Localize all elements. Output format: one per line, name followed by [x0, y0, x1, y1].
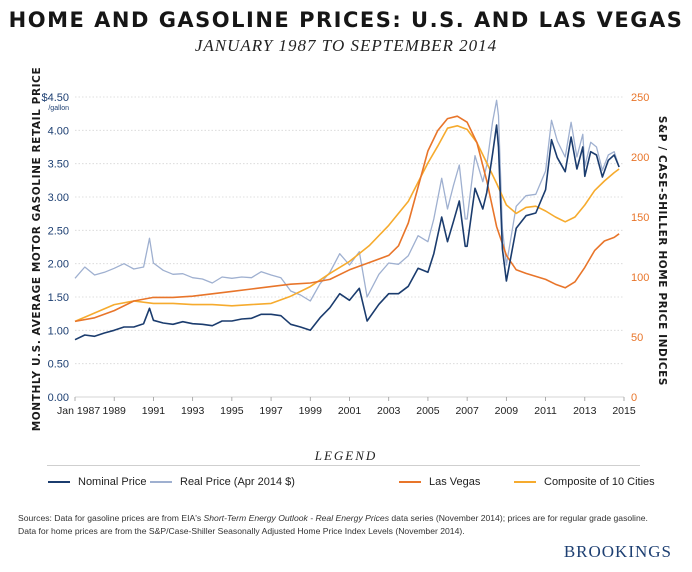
- y-tick-left-label: 1.50: [48, 292, 69, 304]
- legend-divider: [47, 465, 640, 466]
- page-title: HOME AND GASOLINE PRICES: U.S. AND LAS V…: [8, 8, 684, 32]
- series-line-real-price: [74, 99, 620, 302]
- x-tick-label: 2013: [573, 405, 597, 417]
- x-tick-label: 1991: [142, 405, 166, 417]
- chart-axes: 0.00 0.50 1.00 1.50 2.00 2.50 3.00 3.50 4.00 $4.5…: [31, 67, 668, 432]
- x-tick-label: 2003: [377, 405, 401, 417]
- x-tick-label: 2009: [495, 405, 519, 417]
- y-tick-right-label: 250: [631, 92, 649, 104]
- y-tick-left-label: 0.50: [48, 359, 69, 371]
- y-tick-right-label: 0: [631, 392, 637, 404]
- x-tick-label: Jan 1987: [57, 405, 100, 417]
- y-axis-title-left: MONTHLY U.S. AVERAGE MOTOR GASOLINE RETA…: [31, 67, 43, 432]
- x-tick-label: 1993: [181, 405, 205, 417]
- legend-item-real: Real Price (Apr 2014 $): [150, 473, 295, 491]
- x-tick-label: 1997: [259, 405, 283, 417]
- y-tick-left-label: 0.00: [48, 392, 69, 404]
- y-tick-left-label: 2.00: [48, 259, 69, 271]
- y-tick-left-label: 3.50: [48, 159, 69, 171]
- legend-item-las-vegas: Las Vegas: [399, 473, 480, 491]
- y-tick-left-label: 3.00: [48, 192, 69, 204]
- y-tick-left-label: 4.00: [48, 125, 69, 137]
- chart-series: [74, 99, 620, 341]
- sources-series-name: Short-Term Energy Outlook - Real Energy …: [203, 513, 390, 523]
- chart: 0.00 0.50 1.00 1.50 2.00 2.50 3.00 3.50 4.00 $4.5…: [31, 67, 668, 432]
- legend-title: LEGEND: [314, 448, 378, 463]
- x-tick-label: 2001: [338, 405, 362, 417]
- x-tick-label: 1989: [103, 405, 127, 417]
- legend-item-composite: Composite of 10 Cities: [514, 473, 655, 491]
- y-axis-title-right: S&P / CASE-SHILLER HOME PRICE INDICES: [656, 116, 668, 386]
- legend-label-las-vegas: Las Vegas: [429, 476, 481, 488]
- sources-line-1: Sources: Data for gasoline prices are fr…: [18, 512, 678, 525]
- page-subtitle: JANUARY 1987 TO SEPTEMBER 2014: [194, 36, 498, 55]
- x-tick-label: 1995: [220, 405, 244, 417]
- legend-swatch-real: [150, 481, 172, 483]
- y-tick-right-label: 100: [631, 272, 649, 284]
- x-tick-label: 2007: [455, 405, 479, 417]
- legend-swatch-nominal: [48, 481, 70, 483]
- x-tick-label: 1999: [299, 405, 323, 417]
- y-tick-left-label: $4.50: [41, 92, 69, 104]
- series-line-composite-10-cities: [74, 125, 620, 323]
- legend-item-nominal: Nominal Price: [48, 473, 146, 491]
- sources-text: Sources: Data for gasoline prices are fr…: [18, 513, 204, 523]
- series-line-las-vegas: [74, 115, 620, 323]
- y-tick-right-label: 200: [631, 152, 649, 164]
- legend-swatch-las-vegas: [399, 481, 421, 483]
- y-tick-right-label: 50: [631, 332, 643, 344]
- x-tick-label: 2011: [534, 405, 557, 417]
- legend-label-nominal: Nominal Price: [78, 476, 147, 488]
- brookings-logo: BROOKINGS: [563, 542, 672, 561]
- chart-grid: [75, 96, 624, 398]
- x-tick-label: 2005: [416, 405, 440, 417]
- sources-text-end: data series (November 2014); prices are …: [389, 513, 648, 523]
- y-tick-left-label: 1.00: [48, 325, 69, 337]
- series-line-nominal-price: [74, 124, 620, 341]
- legend-label-real: Real Price (Apr 2014 $): [180, 476, 295, 488]
- legend-label-composite: Composite of 10 Cities: [544, 476, 655, 488]
- sources-line-2: Data for home prices are from the S&P/Ca…: [18, 525, 465, 536]
- y-tick-left-label: 2.50: [48, 225, 69, 237]
- x-tick-label: 2015: [612, 405, 636, 417]
- legend-swatch-composite: [514, 481, 536, 483]
- y-unit-label: /gallon: [48, 105, 69, 112]
- sources-note: Sources: Data for gasoline prices are fr…: [18, 512, 678, 537]
- y-tick-right-label: 150: [631, 212, 649, 224]
